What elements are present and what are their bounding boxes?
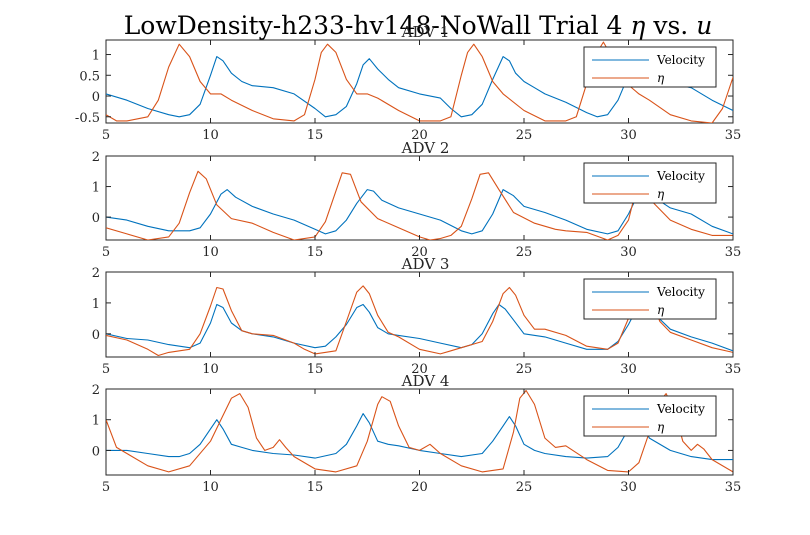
x-tick-label: 5	[102, 480, 110, 495]
legend-label-velocity: Velocity	[656, 285, 705, 299]
x-tick-label: 35	[725, 128, 742, 143]
x-tick-label: 25	[516, 480, 533, 495]
figure-title: LowDensity-h233-hv148-NoWall Trial 4 η v…	[124, 11, 713, 40]
legend-label-eta: η	[657, 303, 665, 317]
subplot-title: ADV 3	[401, 255, 450, 273]
x-tick-label: 10	[202, 128, 219, 143]
y-tick-label: 1	[92, 181, 100, 196]
figure-title-u: u	[696, 11, 712, 40]
x-tick-label: 10	[202, 480, 219, 495]
y-tick-label: 0	[92, 328, 100, 343]
x-tick-label: 35	[725, 480, 742, 495]
subplot-3: 5 10 15 20 25 30 35 0 1 2 ADV 3 Velocity η	[92, 255, 742, 377]
y-tick-label: 0	[92, 90, 100, 105]
legend: Velocity η	[583, 162, 717, 204]
y-tick-label: 1	[92, 414, 100, 429]
legend-label-eta: η	[657, 71, 665, 85]
x-tick-label: 35	[725, 245, 742, 260]
x-tick-label: 30	[620, 245, 637, 260]
y-tick-label: 1	[92, 49, 100, 64]
y-tick-label: -0.5	[75, 111, 100, 126]
legend-box	[583, 395, 717, 437]
y-tick-label: 0.5	[79, 69, 100, 84]
legend-label-eta: η	[657, 420, 665, 434]
legend: Velocity η	[583, 46, 717, 88]
x-tick-label: 20	[411, 362, 428, 377]
legend-box	[583, 278, 717, 320]
subplot-2: 5 10 15 20 25 30 35 0 1 2 ADV 2 Velocity η	[92, 139, 742, 260]
legend-label-eta: η	[657, 187, 665, 201]
x-tick-label: 5	[102, 362, 110, 377]
legend-label-velocity: Velocity	[656, 402, 705, 416]
x-tick-label: 15	[307, 480, 324, 495]
legend-label-velocity: Velocity	[656, 169, 705, 183]
subplot-title: ADV 2	[401, 139, 450, 157]
subplot-4: 5 10 15 20 25 30 35 0 1 2 ADV 4 Velocity η	[92, 372, 742, 495]
y-tick-label: 2	[92, 383, 100, 398]
legend-box	[583, 162, 717, 204]
legend-label-velocity: Velocity	[656, 53, 705, 67]
x-tick-label: 20	[411, 128, 428, 143]
y-tick-label: 2	[92, 150, 100, 165]
subplot-title: ADV 1	[401, 23, 450, 41]
x-tick-label: 20	[411, 480, 428, 495]
subplot-title: ADV 4	[401, 372, 450, 390]
series-line-velocity	[106, 56, 733, 118]
legend: Velocity η	[583, 278, 717, 320]
x-tick-label: 15	[307, 128, 324, 143]
x-tick-label: 30	[620, 128, 637, 143]
x-tick-label: 5	[102, 128, 110, 143]
legend: Velocity η	[583, 395, 717, 437]
y-tick-label: 2	[92, 266, 100, 281]
x-tick-label: 30	[620, 480, 637, 495]
x-tick-label: 25	[516, 128, 533, 143]
x-tick-label: 30	[620, 362, 637, 377]
x-tick-label: 15	[307, 245, 324, 260]
x-tick-label: 25	[516, 245, 533, 260]
y-tick-label: 1	[92, 297, 100, 312]
figure-title-text: LowDensity-h233-hv148-NoWall Trial 4	[124, 11, 631, 40]
subplot-1: 5 10 15 20 25 30 35 -0.5 0 0.5 1 ADV 1 Velocity η	[75, 23, 741, 143]
x-tick-label: 25	[516, 362, 533, 377]
legend-box	[583, 46, 717, 88]
x-tick-label: 20	[411, 245, 428, 260]
series-line-velocity	[106, 413, 733, 461]
y-tick-label: 0	[92, 444, 100, 459]
x-tick-label: 10	[202, 245, 219, 260]
figure-title-vs: vs.	[645, 11, 696, 40]
x-tick-label: 15	[307, 362, 324, 377]
series-line-eta	[106, 285, 733, 357]
figure-title-eta: η	[630, 11, 645, 40]
series-line-velocity	[106, 189, 733, 235]
x-tick-label: 10	[202, 362, 219, 377]
series-line-eta	[106, 170, 733, 240]
y-tick-label: 0	[92, 211, 100, 226]
x-tick-label: 5	[102, 245, 110, 260]
x-tick-label: 35	[725, 362, 742, 377]
